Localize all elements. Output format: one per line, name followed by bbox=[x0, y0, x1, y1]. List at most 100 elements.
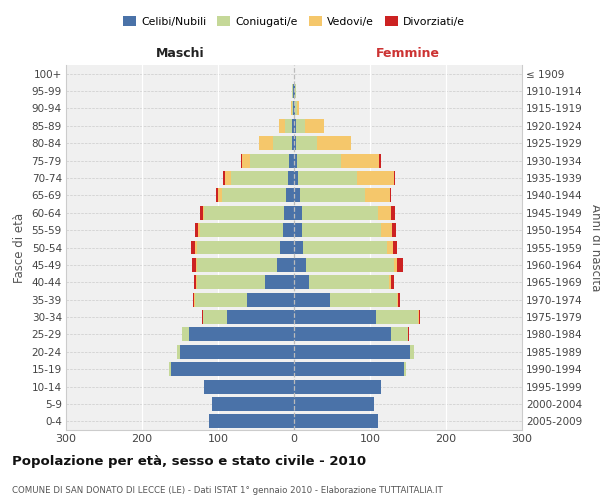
Bar bbox=[295, 84, 296, 98]
Bar bbox=[296, 136, 317, 150]
Bar bbox=[289, 154, 294, 168]
Legend: Celibi/Nubili, Coniugati/e, Vedovi/e, Divorziati/e: Celibi/Nubili, Coniugati/e, Vedovi/e, Di… bbox=[118, 12, 470, 31]
Bar bbox=[277, 258, 294, 272]
Bar bbox=[419, 310, 420, 324]
Bar bbox=[225, 171, 231, 185]
Bar bbox=[280, 240, 294, 254]
Bar bbox=[391, 276, 394, 289]
Bar bbox=[191, 240, 195, 254]
Bar bbox=[357, 171, 394, 185]
Bar bbox=[286, 188, 294, 202]
Bar bbox=[231, 171, 288, 185]
Bar bbox=[294, 154, 297, 168]
Bar bbox=[195, 223, 198, 237]
Bar bbox=[297, 154, 341, 168]
Bar bbox=[196, 276, 197, 289]
Bar bbox=[294, 345, 410, 358]
Bar bbox=[382, 223, 392, 237]
Bar bbox=[292, 102, 293, 116]
Bar bbox=[309, 276, 389, 289]
Bar bbox=[297, 102, 299, 116]
Bar bbox=[294, 328, 391, 342]
Text: Popolazione per età, sesso e stato civile - 2010: Popolazione per età, sesso e stato civil… bbox=[12, 454, 366, 468]
Bar bbox=[196, 258, 197, 272]
Bar bbox=[182, 328, 189, 342]
Bar bbox=[292, 136, 294, 150]
Bar bbox=[279, 119, 285, 133]
Bar bbox=[223, 171, 225, 185]
Bar bbox=[331, 292, 397, 306]
Bar bbox=[317, 136, 351, 150]
Bar bbox=[209, 414, 294, 428]
Bar bbox=[212, 397, 294, 411]
Bar bbox=[376, 310, 418, 324]
Y-axis label: Anni di nascita: Anni di nascita bbox=[589, 204, 600, 291]
Bar bbox=[205, 380, 294, 394]
Bar bbox=[394, 258, 397, 272]
Bar bbox=[305, 119, 325, 133]
Bar bbox=[265, 276, 294, 289]
Bar bbox=[294, 102, 295, 116]
Bar bbox=[169, 362, 171, 376]
Bar bbox=[284, 206, 294, 220]
Bar bbox=[294, 136, 296, 150]
Bar bbox=[195, 292, 247, 306]
Bar bbox=[292, 84, 293, 98]
Bar bbox=[365, 188, 390, 202]
Bar bbox=[180, 345, 294, 358]
Bar bbox=[242, 154, 250, 168]
Bar bbox=[390, 188, 391, 202]
Bar bbox=[222, 188, 286, 202]
Bar bbox=[259, 136, 273, 150]
Bar bbox=[341, 154, 379, 168]
Bar bbox=[296, 119, 305, 133]
Bar bbox=[294, 397, 374, 411]
Bar bbox=[294, 414, 377, 428]
Bar bbox=[197, 258, 277, 272]
Bar bbox=[294, 188, 300, 202]
Bar bbox=[203, 310, 227, 324]
Bar bbox=[303, 240, 387, 254]
Bar bbox=[391, 206, 395, 220]
Bar bbox=[177, 345, 180, 358]
Bar bbox=[393, 240, 397, 254]
Bar bbox=[294, 258, 306, 272]
Bar bbox=[293, 102, 294, 116]
Bar bbox=[250, 154, 289, 168]
Bar bbox=[294, 171, 298, 185]
Bar bbox=[217, 188, 218, 202]
Bar bbox=[291, 102, 292, 116]
Bar bbox=[389, 276, 391, 289]
Bar bbox=[418, 310, 419, 324]
Bar bbox=[379, 154, 380, 168]
Bar bbox=[394, 171, 395, 185]
Bar bbox=[192, 258, 196, 272]
Bar bbox=[397, 292, 398, 306]
Bar bbox=[398, 292, 400, 306]
Bar bbox=[197, 276, 265, 289]
Bar bbox=[294, 240, 303, 254]
Bar bbox=[227, 310, 294, 324]
Bar bbox=[397, 258, 403, 272]
Bar bbox=[298, 171, 357, 185]
Bar bbox=[294, 223, 302, 237]
Bar bbox=[195, 240, 197, 254]
Bar bbox=[241, 154, 242, 168]
Bar bbox=[218, 188, 222, 202]
Bar bbox=[293, 84, 294, 98]
Bar bbox=[294, 292, 331, 306]
Bar bbox=[283, 223, 294, 237]
Bar bbox=[302, 206, 377, 220]
Y-axis label: Fasce di età: Fasce di età bbox=[13, 212, 26, 282]
Bar bbox=[200, 223, 283, 237]
Bar bbox=[410, 345, 414, 358]
Bar bbox=[197, 240, 280, 254]
Bar bbox=[194, 292, 195, 306]
Bar bbox=[408, 328, 409, 342]
Bar bbox=[189, 328, 294, 342]
Bar bbox=[294, 84, 295, 98]
Bar bbox=[171, 362, 294, 376]
Bar bbox=[194, 276, 196, 289]
Bar bbox=[294, 119, 296, 133]
Bar bbox=[205, 206, 284, 220]
